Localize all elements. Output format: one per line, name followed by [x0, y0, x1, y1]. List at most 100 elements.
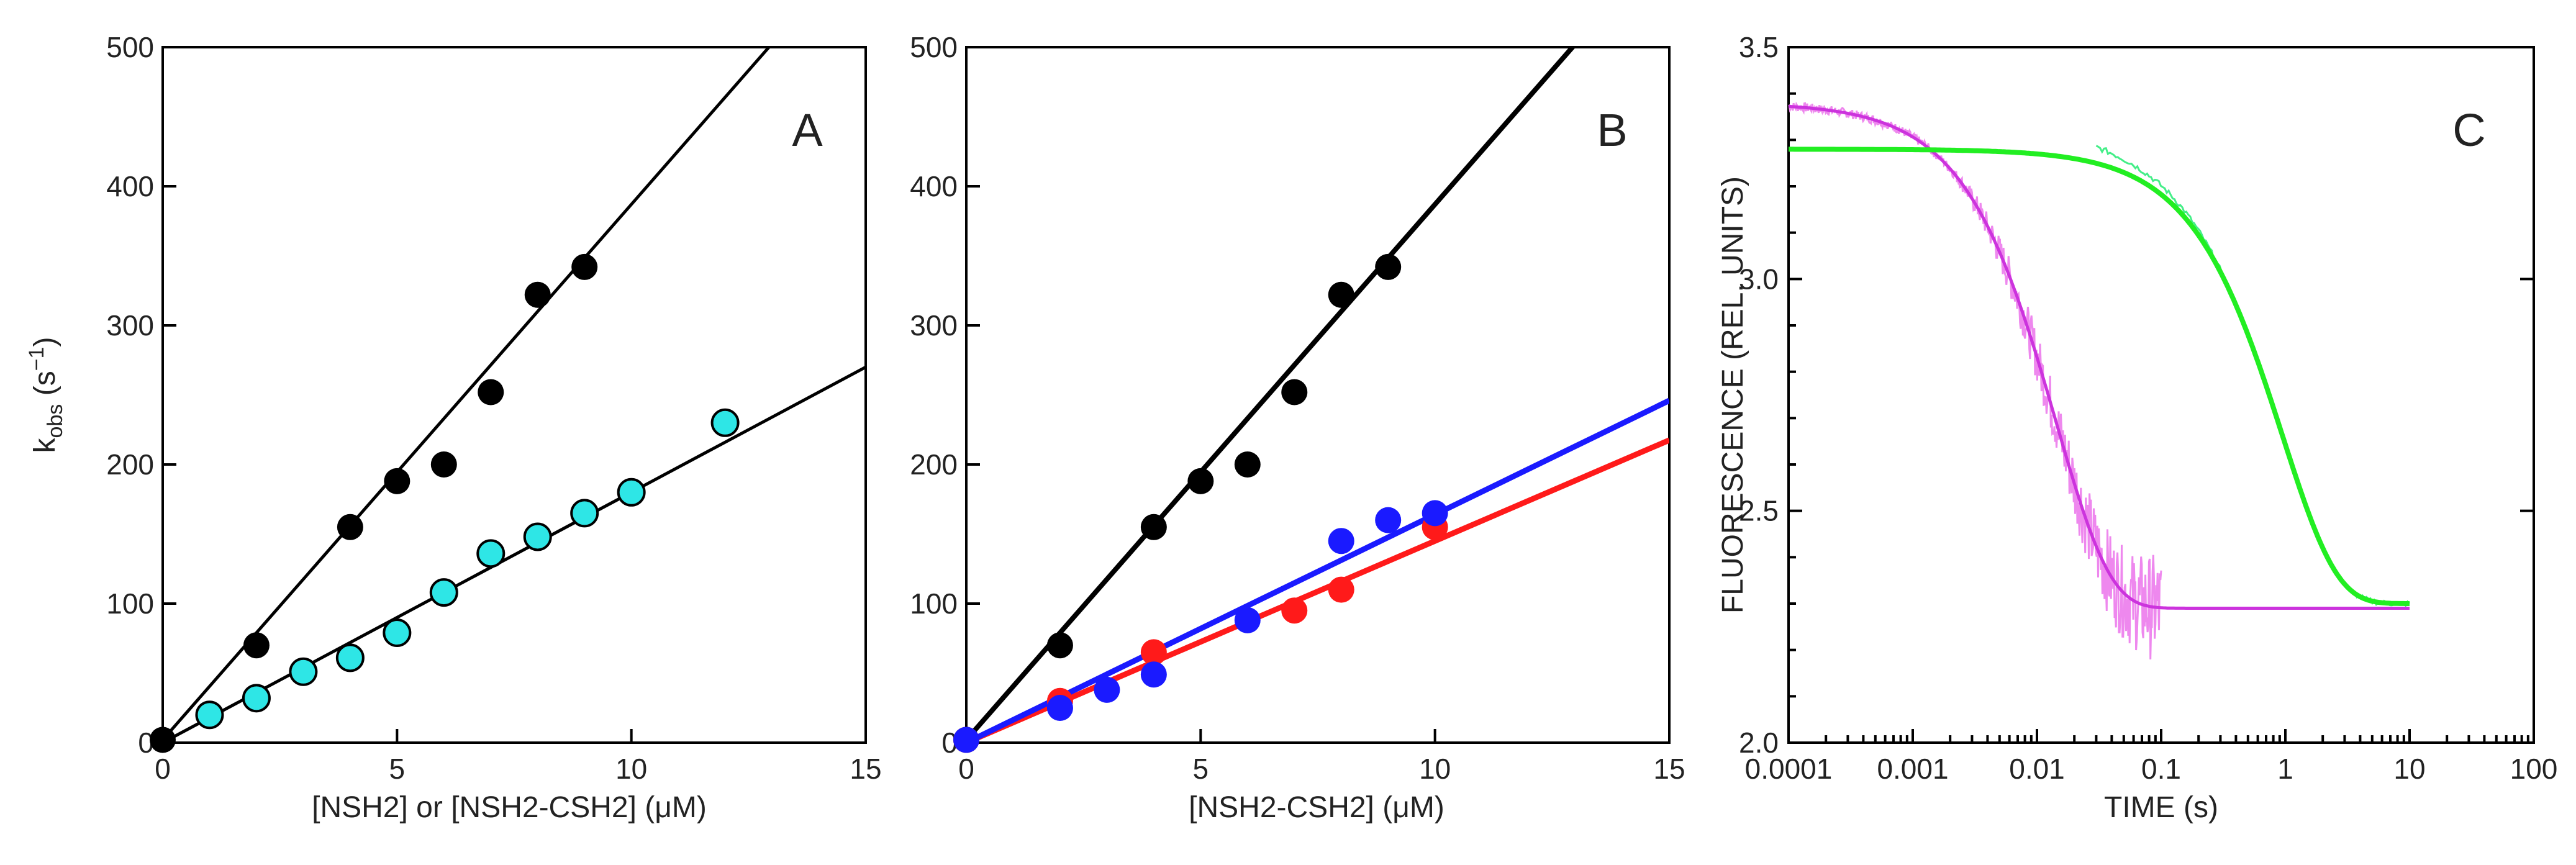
panel-b-point-red [1328, 576, 1354, 603]
panel-a-y-tick-label: 400 [106, 170, 154, 202]
panel-a-point-cyan [195, 700, 224, 730]
panel-b-y-tick-label: 100 [910, 587, 958, 620]
panel-b-point-black [1234, 451, 1261, 478]
panel-b-point-blue [1140, 661, 1167, 688]
panel-b-point-red [1281, 597, 1308, 624]
panel-b-point-red [1140, 639, 1167, 666]
panel-a-point-cyan [242, 684, 271, 713]
panel-c-fit-curve-magenta [1788, 104, 2410, 610]
panel-b-point-black [1375, 253, 1402, 280]
panel-c-x-tick-label: 0.01 [2009, 753, 2065, 785]
panel-b-point-blue [1234, 607, 1261, 633]
panel-b-point-black [1187, 468, 1214, 494]
panel-b-x-axis-title: [NSH2-CSH2] (μM) [1189, 791, 1444, 824]
panel-b-x-tick-label: 15 [1653, 753, 1685, 785]
panel-c-y-tick-label: 3.0 [1739, 263, 1779, 295]
panel-b-point-black [1281, 379, 1308, 405]
panel-a-y-tick-label: 100 [106, 587, 154, 620]
panel-c-x-tick-label: 0.1 [2141, 753, 2181, 785]
panel-a-point-black [430, 451, 457, 478]
panel-a-point-black [384, 468, 410, 494]
panel-c-y-tick-label: 2.5 [1739, 495, 1779, 527]
panel-c-x-axis-title: TIME (s) [2104, 791, 2218, 824]
panel-b-plot-frame [965, 46, 1671, 744]
panel-c-x-tick-label: 10 [2393, 753, 2425, 785]
panel-b-fit-line-blue [966, 397, 1669, 743]
panel-c-y-tick-label: 3.5 [1739, 31, 1779, 63]
panel-c-trace-magenta [1788, 101, 2162, 659]
panel-b-point-blue [1046, 695, 1073, 721]
panel-a-point-cyan [429, 578, 458, 607]
panel-a-y-tick-label: 300 [106, 309, 154, 342]
panel-a-fit-line-cyan [163, 365, 866, 743]
panel-a-y-tick-label: 200 [106, 448, 154, 481]
panel-c-letter: C [2452, 104, 2485, 156]
panel-c-y-tick-label: 2.0 [1739, 727, 1779, 759]
panel-b-y-tick-label: 500 [910, 31, 958, 63]
panel-b-y-tick-label: 200 [910, 448, 958, 481]
panel-c: 0.0001 0.001 0.01 0.1 1 10 100 2.0 2.5 3.0 3.5 C T… [1717, 31, 2557, 824]
panel-a-x-axis-title: [NSH2] or [NSH2-CSH2] (μM) [312, 791, 707, 824]
panel-c-x-tick-label: 100 [2510, 753, 2558, 785]
panel-b-x-tick-label: 0 [958, 753, 974, 785]
panel-c-fit-curve-green [1789, 147, 2410, 606]
panel-c-x-tick-label: 1 [2277, 753, 2293, 785]
panel-c-x-tick-label: 0.001 [1877, 753, 1948, 785]
panel-a-point-black [150, 727, 176, 753]
panel-a-x-tick-label: 5 [389, 753, 406, 785]
panel-a-letter: A [792, 104, 823, 156]
panel-a-point-cyan [570, 499, 599, 528]
panel-a-y-axis-title-close: ) [29, 337, 61, 347]
panel-b-point-blue [1422, 500, 1448, 527]
panel-a-point-black [571, 253, 598, 280]
panel-a-y-tick-label: 500 [106, 31, 154, 63]
panel-a-point-cyan [335, 643, 365, 673]
panel-c-ticks: 0.0001 0.001 0.01 0.1 1 10 100 2.0 2.5 3.0 3.5 [1739, 31, 2557, 785]
panel-a-point-cyan [383, 618, 412, 648]
panel-a-y-axis-title: kobs (s−1) [25, 337, 67, 453]
panel-c-trace-green [2095, 145, 2411, 608]
panel-c-traces [1788, 101, 2411, 659]
panel-c-y-axis-title: FLUORESCENCE (REL. UNITS) [1717, 176, 1749, 614]
panel-b-point-blue [1375, 507, 1402, 533]
panel-a-point-black [243, 632, 270, 659]
panel-a-point-cyan [523, 522, 552, 551]
panel-a-point-cyan [289, 657, 318, 686]
panel-a-fit-line-black [163, 47, 771, 741]
panel-a-point-cyan [710, 408, 740, 437]
panel-a-point-cyan [476, 539, 506, 568]
panel-a-y-axis-title-main: k [29, 437, 61, 453]
panel-c-x-tick-label: 0.0001 [1745, 753, 1833, 785]
panel-a-plot-frame [161, 46, 867, 744]
panel-a-point-black [337, 514, 363, 540]
panel-a-y-axis-title-suffix: (s [29, 371, 61, 404]
panel-b-points [953, 253, 1448, 753]
panel-a-point-black [524, 281, 551, 308]
panel-b-letter: B [1597, 104, 1627, 156]
panel-b-point-black [1046, 632, 1073, 659]
panel-b-x-tick-label: 5 [1193, 753, 1209, 785]
panel-a-y-axis-title-sup: −1 [25, 347, 48, 371]
panel-b-point-blue [953, 727, 979, 753]
panel-a-x-tick-label: 15 [850, 753, 881, 785]
panel-b-fit-line-red [966, 437, 1669, 743]
panel-c-fit-curves [1788, 104, 2410, 610]
panel-a-fit-lines [163, 47, 866, 743]
panel-b-point-blue [1328, 528, 1354, 555]
panel-b-fit-line-black [966, 47, 1576, 742]
panel-a-point-black [478, 379, 504, 405]
panel-b-point-blue [1094, 676, 1120, 703]
panel-b-fit-lines [966, 47, 1669, 743]
panel-a-x-tick-label: 0 [155, 753, 171, 785]
panel-b-x-tick-label: 10 [1419, 753, 1451, 785]
panel-a-x-tick-label: 10 [615, 753, 647, 785]
panel-b-point-black [1328, 281, 1354, 308]
panel-b-point-black [1140, 514, 1167, 540]
panel-a-y-axis-title-sub: obs [43, 404, 67, 438]
panel-b-y-tick-label: 400 [910, 170, 958, 202]
